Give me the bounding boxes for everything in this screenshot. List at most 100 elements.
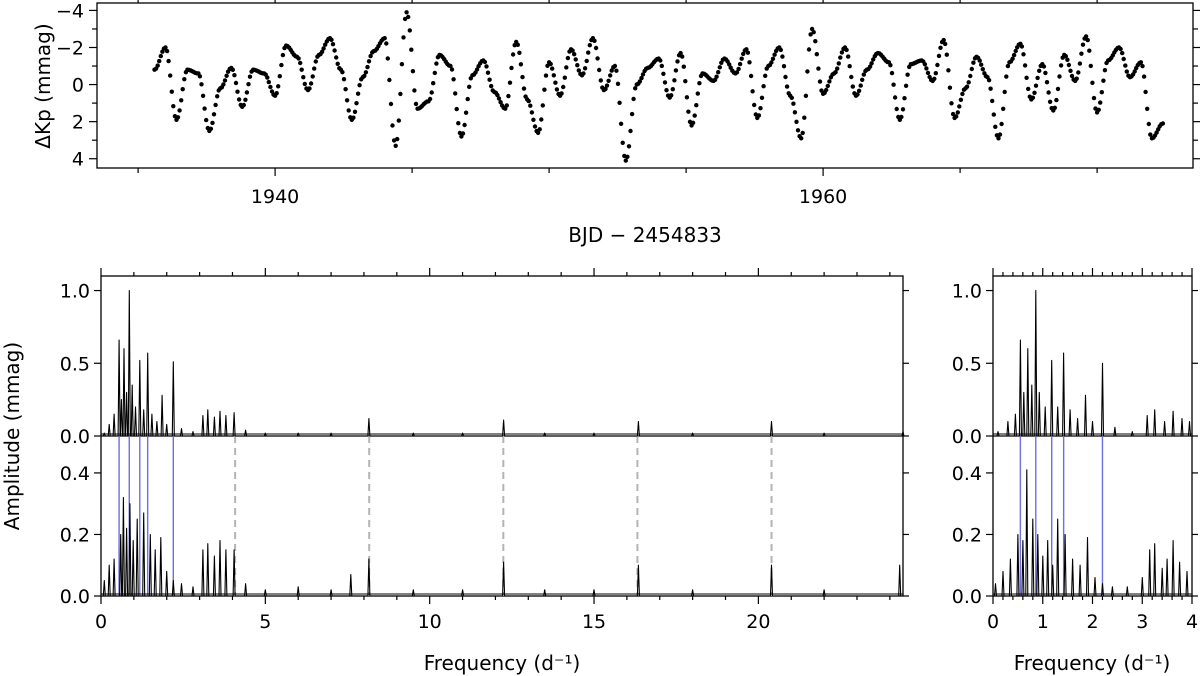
lc-point (559, 91, 564, 96)
lc-point (215, 94, 220, 99)
lc-point (434, 61, 439, 66)
lc-point (329, 37, 334, 42)
lc-point (658, 58, 663, 63)
lc-point (737, 61, 743, 67)
lc-point (244, 90, 250, 95)
periodogram-zoom-xlabel: Frequency (d⁻¹) (1014, 651, 1171, 675)
lc-point (413, 101, 419, 107)
lc-point (1004, 74, 1009, 79)
lc-point (936, 53, 942, 59)
periodogram-trace-bottom (993, 469, 1189, 597)
lc-point (346, 108, 351, 113)
lc-point (1030, 95, 1036, 100)
lc-point (640, 72, 646, 77)
lc-point (1080, 42, 1086, 47)
lc-point (969, 66, 974, 72)
lc-point (474, 67, 480, 72)
lc-point (247, 74, 253, 79)
lc-point (398, 91, 403, 97)
lc-point (680, 54, 685, 59)
lc-point (833, 70, 838, 75)
lc-point (935, 62, 940, 68)
lc-point (1079, 51, 1084, 56)
lc-point (582, 66, 588, 71)
lc-point (354, 101, 359, 106)
lc-point (623, 158, 628, 163)
lc-point (835, 66, 840, 71)
lc-point (888, 62, 893, 68)
lc-point (714, 74, 719, 79)
lc-point (903, 83, 909, 89)
lc-point (484, 64, 489, 69)
lc-point (1021, 52, 1026, 57)
lc-point (385, 56, 390, 61)
lc-point (157, 58, 162, 64)
periodogram-zoom-panel: 0.0 0.5 1.0 0.0 0.2 0.4 0 1 2 3 4 Frequency (d⁻¹) (952, 268, 1198, 675)
lc-point (384, 41, 389, 46)
lc-point (561, 84, 566, 90)
lc-point (1083, 34, 1089, 39)
lc-point (1013, 48, 1018, 54)
lc-point (1063, 54, 1069, 59)
lc-point (1091, 95, 1097, 101)
lc-point (905, 72, 910, 77)
lc-point (971, 60, 976, 65)
lc-point (401, 35, 406, 40)
lc-point (1022, 63, 1028, 68)
lc-point (319, 49, 325, 54)
lc-point (633, 86, 638, 91)
lc-point (507, 80, 513, 85)
lc-point (506, 93, 511, 99)
lc-point (382, 36, 387, 41)
lc-point (861, 72, 866, 77)
lc-point (996, 136, 1001, 141)
lc-point (200, 93, 206, 99)
light-curve-panel: 1940 1960 −4 −2 0 2 4 ΔKp (mmag) BJD − 2454833 (31, 0, 1200, 247)
lc-point (849, 74, 854, 80)
lc-point (1026, 86, 1031, 92)
lc-point (966, 80, 971, 85)
lc-point (351, 115, 356, 120)
lc-point (847, 63, 852, 69)
lc-ytick-label: 0 (72, 75, 84, 97)
lc-point (690, 120, 696, 126)
lc-point (396, 118, 401, 123)
lc-point (166, 58, 171, 64)
lc-point (902, 96, 907, 101)
lc-point (800, 130, 805, 136)
lc-point (528, 103, 533, 108)
lc-point (177, 108, 182, 113)
lc-point (362, 73, 367, 79)
light-curve-ylabel: ΔKp (mmag) (31, 23, 55, 148)
lc-point (672, 78, 677, 83)
lc-point (958, 97, 964, 103)
ytick-label: 1.0 (60, 281, 90, 303)
lc-point (1096, 107, 1101, 113)
lc-point (620, 140, 625, 145)
lc-point (1154, 130, 1159, 135)
lc-point (745, 50, 751, 55)
lc-point (276, 84, 281, 89)
lc-point (752, 102, 757, 108)
lc-point (1066, 62, 1072, 68)
lc-point (456, 121, 461, 126)
lc-point (964, 84, 970, 89)
lc-point (310, 74, 315, 79)
lc-point (366, 59, 372, 64)
lc-point (340, 70, 345, 75)
lc-ytick-label: −4 (56, 0, 84, 22)
lc-point (344, 98, 350, 103)
ytick-label: 0.4 (60, 463, 90, 485)
lc-point (399, 61, 405, 67)
lc-ytick-label: −2 (56, 37, 84, 59)
lc-point (554, 87, 560, 92)
lc-point (509, 65, 514, 71)
lc-point (1120, 50, 1125, 56)
lc-point (307, 86, 312, 91)
lc-point (778, 47, 783, 53)
lc-point (301, 75, 306, 80)
lc-point (1099, 90, 1105, 95)
lc-point (1090, 80, 1095, 86)
lc-point (747, 60, 752, 65)
lc-point (763, 73, 768, 79)
